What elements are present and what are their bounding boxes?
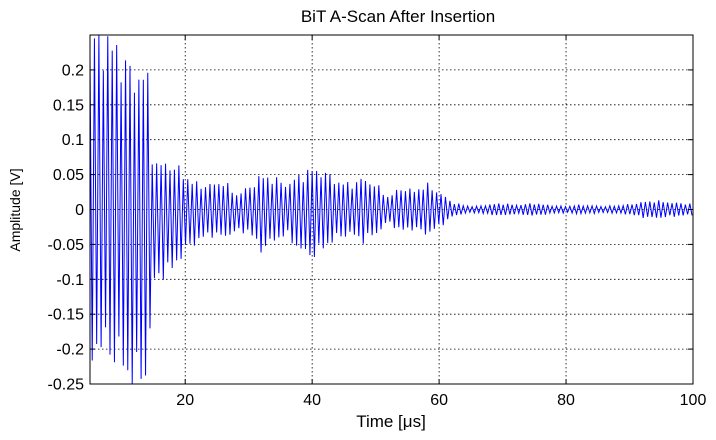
y-tick-label: 0.2	[62, 62, 84, 79]
x-tick-label: 60	[430, 392, 448, 409]
signal-line	[89, 35, 693, 385]
x-tick-label: 20	[176, 392, 194, 409]
y-axis-label: Amplitude [V]	[7, 168, 23, 251]
y-tick-label: 0	[75, 202, 84, 219]
x-axis-ticks: 20 40 60 80 100	[176, 35, 706, 409]
x-tick-label: 80	[557, 392, 575, 409]
y-tick-label: -0.2	[56, 342, 84, 359]
x-tick-label: 100	[680, 392, 707, 409]
y-tick-label: -0.25	[48, 377, 85, 394]
x-tick-label: 40	[303, 392, 321, 409]
y-tick-label: 0.15	[53, 97, 84, 114]
y-axis-ticks: 0.2 0.15 0.1 0.05 0 -0.05 -0.1 -0.15 -0.2 -0.25	[48, 62, 693, 394]
y-tick-label: 0.1	[62, 132, 84, 149]
signal-series	[89, 35, 693, 385]
x-axis-label: Time [μs]	[356, 412, 426, 431]
y-tick-label: 0.05	[53, 167, 84, 184]
y-tick-label: -0.1	[56, 272, 84, 289]
chart-title: BiT A-Scan After Insertion	[301, 7, 495, 26]
y-tick-label: -0.05	[48, 237, 85, 254]
grid-lines	[90, 35, 693, 384]
y-tick-label: -0.15	[48, 307, 85, 324]
